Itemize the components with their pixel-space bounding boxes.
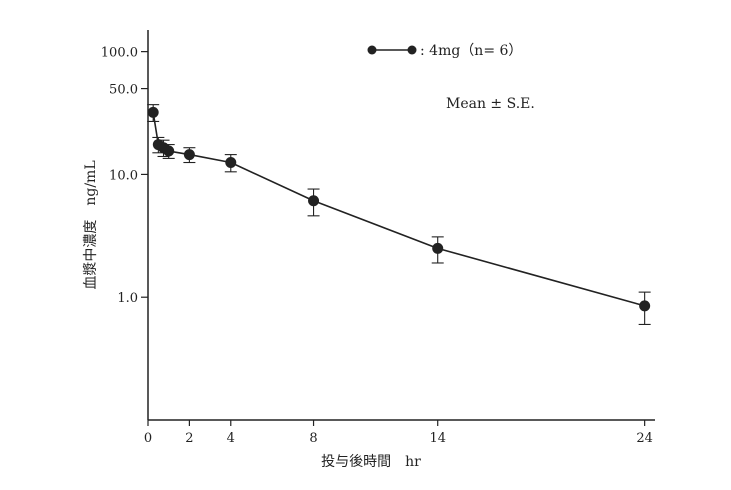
data-point xyxy=(432,242,444,254)
x-tick-label: 4 xyxy=(227,431,235,446)
x-tick-label: 2 xyxy=(185,431,193,446)
y-tick-label: 1.0 xyxy=(117,291,138,306)
y-tick-label: 10.0 xyxy=(109,168,138,183)
data-point xyxy=(147,106,159,118)
data-point xyxy=(163,145,175,157)
x-tick-label: 14 xyxy=(429,431,446,446)
legend: : 4mg（n= 6） Mean ± S.E. xyxy=(367,43,535,112)
y-axis-label: 血漿中濃度 ng/mL xyxy=(83,160,99,289)
data-point xyxy=(225,157,237,169)
data-point xyxy=(308,195,320,207)
y-tick-label: 50.0 xyxy=(109,83,138,98)
x-tick-label: 0 xyxy=(144,431,152,446)
legend-label: : 4mg（n= 6） xyxy=(420,43,522,59)
series-line-group xyxy=(152,112,645,307)
axes xyxy=(141,30,655,426)
data-point xyxy=(639,300,651,312)
x-tick-label: 24 xyxy=(636,431,653,446)
series-line xyxy=(152,112,645,307)
x-tick-label: 8 xyxy=(309,431,317,446)
data-points xyxy=(147,106,651,312)
legend-note: Mean ± S.E. xyxy=(446,96,535,112)
legend-marker-left xyxy=(367,45,377,55)
y-tick-label: 100.0 xyxy=(101,46,138,61)
x-axis-label: 投与後時間 hr xyxy=(321,454,421,470)
error-bars xyxy=(147,104,651,325)
data-point xyxy=(183,149,195,161)
legend-marker-right xyxy=(407,45,417,55)
